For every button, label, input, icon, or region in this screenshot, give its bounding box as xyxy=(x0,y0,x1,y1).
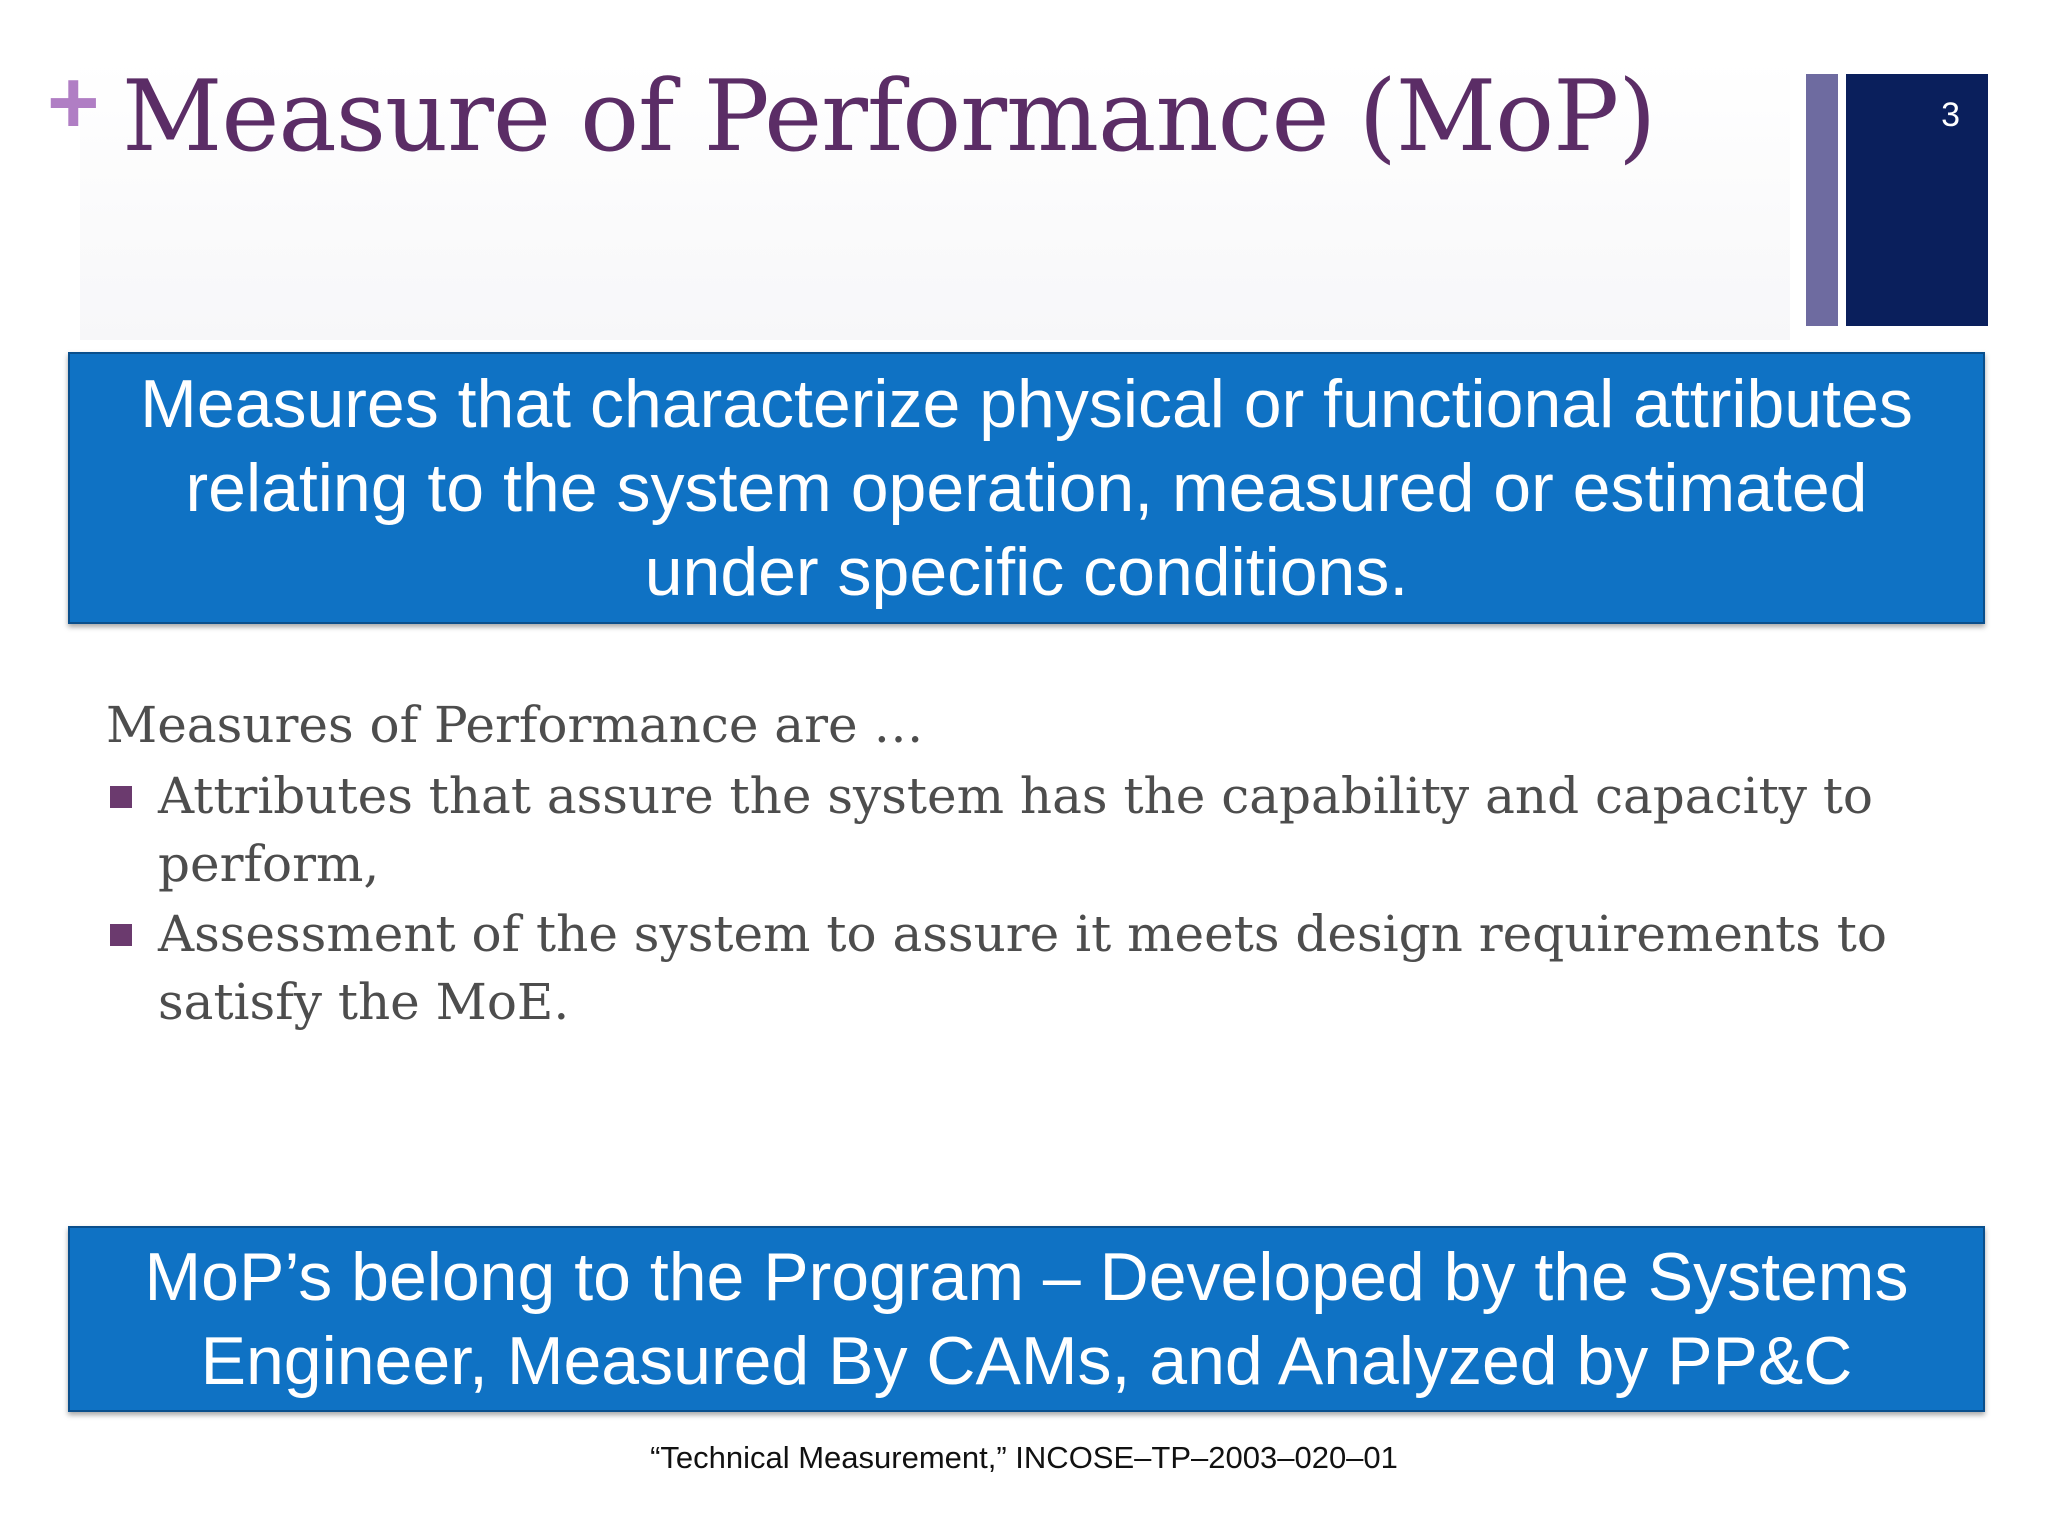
page-number: 3 xyxy=(1941,96,1960,134)
list-item: Attributes that assure the system has th… xyxy=(106,762,1966,898)
bullet-text: Attributes that assure the system has th… xyxy=(158,767,1874,893)
plus-icon: + xyxy=(47,53,100,153)
square-bullet-icon xyxy=(110,924,132,946)
accent-bar-thin xyxy=(1806,74,1838,326)
ownership-callout: MoP’s belong to the Program – Developed … xyxy=(68,1226,1985,1412)
definition-text: Measures that characterize physical or f… xyxy=(140,366,1913,610)
slide-title: Measure of Performance (MoP) xyxy=(122,60,1656,174)
definition-callout: Measures that characterize physical or f… xyxy=(68,352,1985,624)
title-background xyxy=(80,60,1790,340)
bullet-list: Attributes that assure the system has th… xyxy=(106,762,1966,1036)
list-item: Assessment of the system to assure it me… xyxy=(106,900,1966,1036)
ownership-text: MoP’s belong to the Program – Developed … xyxy=(144,1239,1909,1399)
body-content: Measures of Performance are … Attributes… xyxy=(106,690,1966,1036)
accent-bar-wide xyxy=(1846,74,1988,326)
bullet-text: Assessment of the system to assure it me… xyxy=(158,905,1887,1031)
citation: “Technical Measurement,” INCOSE–TP–2003–… xyxy=(650,1440,1398,1475)
body-intro: Measures of Performance are … xyxy=(106,696,924,754)
square-bullet-icon xyxy=(110,786,132,808)
